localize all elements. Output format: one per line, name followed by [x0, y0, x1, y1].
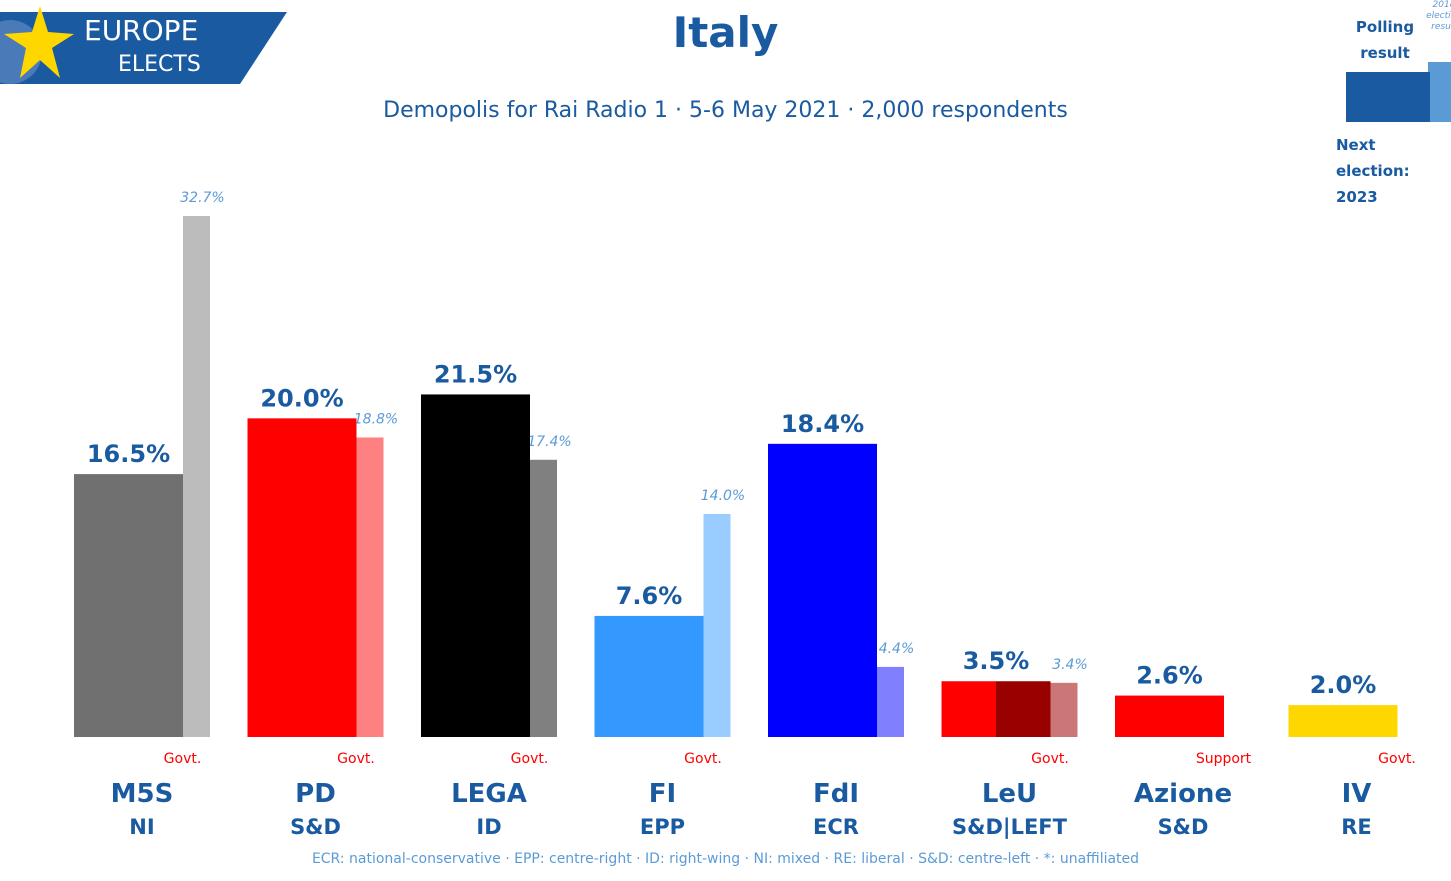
- party-name-lega: LEGA: [451, 779, 527, 809]
- bar-prev-label-m5s: 32.7%: [180, 190, 224, 206]
- status-label-azione: Support: [1196, 751, 1252, 767]
- group-footnote: ECR: national-conservative · EPP: centre…: [311, 851, 1140, 867]
- party-group-iv: RE: [1341, 815, 1372, 839]
- legend-election-label: 2018 election result: [1426, 0, 1451, 32]
- legend-poll-swatch: [1346, 72, 1430, 122]
- next-election-label: Next election:: [1336, 136, 1410, 180]
- bar-prev-label-pd: 18.8%: [354, 411, 398, 427]
- party-group-lega: ID: [476, 815, 501, 839]
- bar-poll-label-azione: 2.6%: [1136, 662, 1203, 690]
- party-name-fdi: FdI: [813, 779, 859, 809]
- party-group-pd: S&D: [290, 815, 341, 839]
- bar-poll-fi: [594, 615, 704, 737]
- status-label-fi: Govt.: [684, 751, 722, 767]
- bar-poll-label-m5s: 16.5%: [87, 440, 170, 468]
- bar-poll-label-fdi: 18.4%: [781, 410, 864, 438]
- bar-prev-label-fi: 14.0%: [701, 488, 745, 504]
- party-group-fdi: ECR: [813, 815, 859, 839]
- bar-prev-leu: [1050, 682, 1078, 737]
- page-title: Italy: [672, 8, 779, 57]
- bar-poll-label-leu: 3.5%: [963, 647, 1030, 675]
- bar-prev-m5s: [183, 216, 210, 737]
- legend-poll-label: Polling result: [1355, 18, 1415, 62]
- bar-poll-m5s: [74, 474, 183, 737]
- bar-poll-leu-part2: [996, 681, 1051, 737]
- bar-poll-pd: [247, 418, 357, 737]
- bar-poll-label-iv: 2.0%: [1310, 671, 1377, 699]
- party-group-m5s: NI: [129, 815, 154, 839]
- bar-poll-leu: [941, 681, 996, 737]
- party-name-m5s: M5S: [111, 779, 174, 809]
- bar-poll-fdi: [768, 443, 877, 737]
- bar-poll-label-fi: 7.6%: [616, 582, 683, 610]
- bar-prev-label-lega: 17.4%: [527, 434, 571, 450]
- status-label-iv: Govt.: [1378, 751, 1416, 767]
- legend-election-swatch: [1428, 62, 1451, 122]
- party-name-pd: PD: [295, 779, 336, 809]
- bar-prev-pd: [356, 437, 384, 737]
- europe-elects-logo: [0, 6, 287, 84]
- bar-poll-label-lega: 21.5%: [434, 360, 517, 388]
- page-subtitle: Demopolis for Rai Radio 1 · 5-6 May 2021…: [383, 98, 1068, 123]
- party-group-azione: S&D: [1158, 815, 1209, 839]
- logo-line2: ELECTS: [118, 52, 201, 77]
- legend-next-election: Next election: 2023: [1336, 132, 1451, 210]
- party-group-leu: S&D|LEFT: [952, 815, 1068, 840]
- status-label-pd: Govt.: [337, 751, 375, 767]
- status-label-m5s: Govt.: [164, 751, 202, 767]
- party-name-fi: FI: [649, 779, 676, 809]
- bar-poll-lega: [421, 394, 530, 737]
- bar-prev-fdi: [877, 666, 904, 737]
- status-label-leu: Govt.: [1031, 751, 1069, 767]
- next-election-year: 2023: [1336, 188, 1378, 206]
- bar-prev-label-leu: 3.4%: [1052, 657, 1088, 673]
- bar-poll-azione: [1115, 695, 1224, 737]
- status-label-lega: Govt.: [511, 751, 549, 767]
- party-name-leu: LeU: [982, 779, 1037, 809]
- bar-prev-lega: [530, 459, 557, 737]
- party-group-fi: EPP: [640, 815, 685, 839]
- party-name-azione: Azione: [1134, 779, 1232, 809]
- bar-prev-label-fdi: 4.4%: [879, 641, 915, 657]
- bar-prev-fi: [703, 513, 731, 737]
- star-icon: [4, 6, 74, 78]
- bar-poll-label-pd: 20.0%: [260, 384, 343, 412]
- logo-line1: EUROPE: [84, 14, 199, 47]
- party-name-iv: IV: [1342, 779, 1372, 809]
- bar-poll-iv: [1288, 705, 1398, 737]
